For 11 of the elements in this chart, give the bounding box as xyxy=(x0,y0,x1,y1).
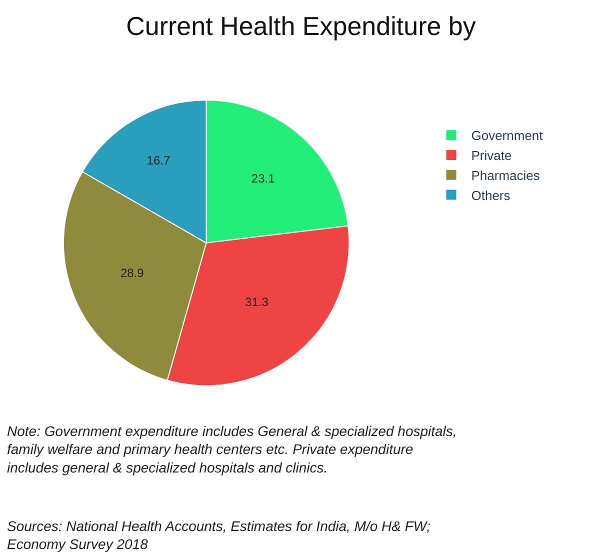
data-label: 16.7 xyxy=(146,154,170,168)
legend-label: Private xyxy=(471,148,512,164)
chart-title: Current Health Expenditure by xyxy=(126,10,476,41)
data-label: 28.9 xyxy=(120,266,144,280)
legend-label: Others xyxy=(471,188,511,203)
text: Note: Government expenditure includes General & specialized hospitals, family welfare and primary health centers etc. Private expenditure includes general & specialized hospitals and clinics. xyxy=(7,423,457,476)
source-note: Sources: National Health Accounts, Estimates for India, M/o H& FW; Economy Survey 2018 xyxy=(7,518,431,552)
legend-label: Government xyxy=(471,128,544,144)
data-label: 23.1 xyxy=(251,172,276,186)
data-label: 31.3 xyxy=(245,295,269,310)
legend-label: Pharmacies xyxy=(471,168,540,183)
